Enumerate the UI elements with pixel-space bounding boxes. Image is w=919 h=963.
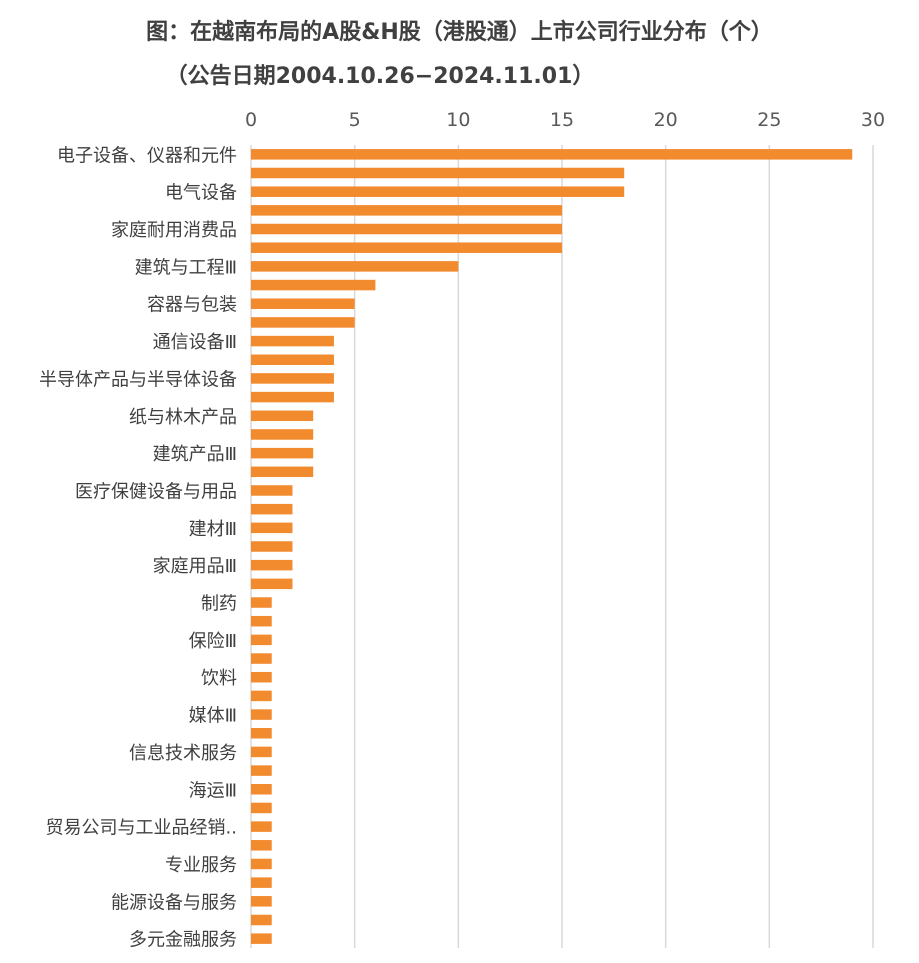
x-tick-label: 25: [757, 109, 781, 131]
y-category-label: 建材Ⅲ: [189, 519, 237, 540]
y-category-label: 海运Ⅲ: [189, 780, 237, 801]
x-tick-label: 30: [861, 109, 885, 131]
bar: [251, 802, 272, 814]
bar: [251, 223, 562, 235]
bar: [251, 559, 293, 571]
y-category-label: 建筑与工程Ⅲ: [135, 257, 237, 278]
bar: [251, 634, 272, 646]
bar: [251, 186, 625, 197]
chart-subtitle: （公告日期2004.10.26−2024.11.01）: [165, 64, 595, 89]
bar: [251, 858, 272, 870]
bar: [251, 429, 314, 440]
bar: [251, 765, 272, 776]
bar: [251, 597, 272, 608]
bar: [251, 373, 334, 384]
y-category-label: 容器与包装: [147, 295, 237, 316]
bar: [251, 709, 272, 720]
y-category-label: 医疗保健设备与用品: [75, 481, 237, 502]
y-category-label: 保险Ⅲ: [189, 631, 237, 652]
bar: [251, 503, 293, 515]
y-category-label: 建筑产品Ⅲ: [153, 444, 237, 465]
y-category-label: 专业服务: [165, 855, 237, 876]
bar: [251, 727, 272, 739]
bar: [251, 167, 625, 179]
y-category-label: 媒体Ⅲ: [189, 706, 237, 727]
bar: [251, 149, 853, 160]
bar: [251, 840, 272, 851]
y-category-label: 贸易公司与工业品经销..: [46, 818, 237, 839]
y-category-label: 制药: [201, 594, 237, 615]
bar: [251, 615, 272, 627]
y-category-label: 电子设备、仪器和元件: [57, 145, 237, 166]
x-tick-label: 5: [349, 109, 361, 131]
bar: [251, 205, 562, 216]
bar: [251, 541, 293, 552]
bar: [251, 746, 272, 758]
bar: [251, 784, 272, 795]
y-category-label: 通信设备Ⅲ: [153, 332, 237, 353]
bar: [251, 335, 334, 347]
chart-title: 图：在越南布局的A股&H股（港股通）上市公司行业分布（个）: [146, 20, 773, 45]
y-category-label: 纸与林木产品: [129, 407, 237, 428]
x-tick-label: 10: [446, 109, 470, 131]
bar: [251, 877, 272, 888]
bar: [251, 242, 562, 253]
bar: [251, 821, 272, 832]
bar: [251, 317, 355, 328]
y-category-label: 多元金融服务: [129, 930, 237, 951]
bar: [251, 671, 272, 683]
bar: [251, 690, 272, 702]
y-category-label: 信息技术服务: [129, 743, 237, 764]
x-tick-label: 15: [550, 109, 574, 131]
bar: [251, 578, 293, 590]
bar: [251, 391, 334, 403]
x-tick-label: 20: [654, 109, 678, 131]
bar: [251, 485, 293, 496]
bar: [251, 896, 272, 907]
x-tick-label: 0: [245, 109, 257, 131]
y-category-label: 饮料: [201, 668, 237, 689]
bar: [251, 354, 334, 366]
bar: [251, 466, 314, 478]
y-category-label: 能源设备与服务: [111, 892, 237, 913]
y-category-label: 家庭用品Ⅲ: [153, 556, 237, 577]
bar: [251, 279, 376, 291]
bar: [251, 298, 355, 309]
bar: [251, 447, 314, 459]
y-category-label: 家庭耐用消费品: [111, 220, 237, 241]
y-category-label: 半导体产品与半导体设备: [39, 369, 237, 390]
bar: [251, 410, 314, 422]
bar: [251, 261, 459, 272]
bar: [251, 522, 293, 534]
bar: [251, 653, 272, 664]
bar: [251, 914, 272, 926]
y-category-label: 电气设备: [165, 183, 237, 204]
bar: [251, 933, 272, 944]
